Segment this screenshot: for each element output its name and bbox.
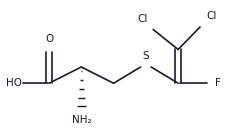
Text: F: F (215, 78, 221, 88)
Text: Cl: Cl (137, 14, 147, 24)
Text: O: O (45, 34, 53, 44)
Text: HO: HO (6, 78, 22, 88)
Text: NH₂: NH₂ (72, 115, 91, 125)
Text: S: S (143, 51, 149, 61)
Text: Cl: Cl (206, 11, 216, 21)
